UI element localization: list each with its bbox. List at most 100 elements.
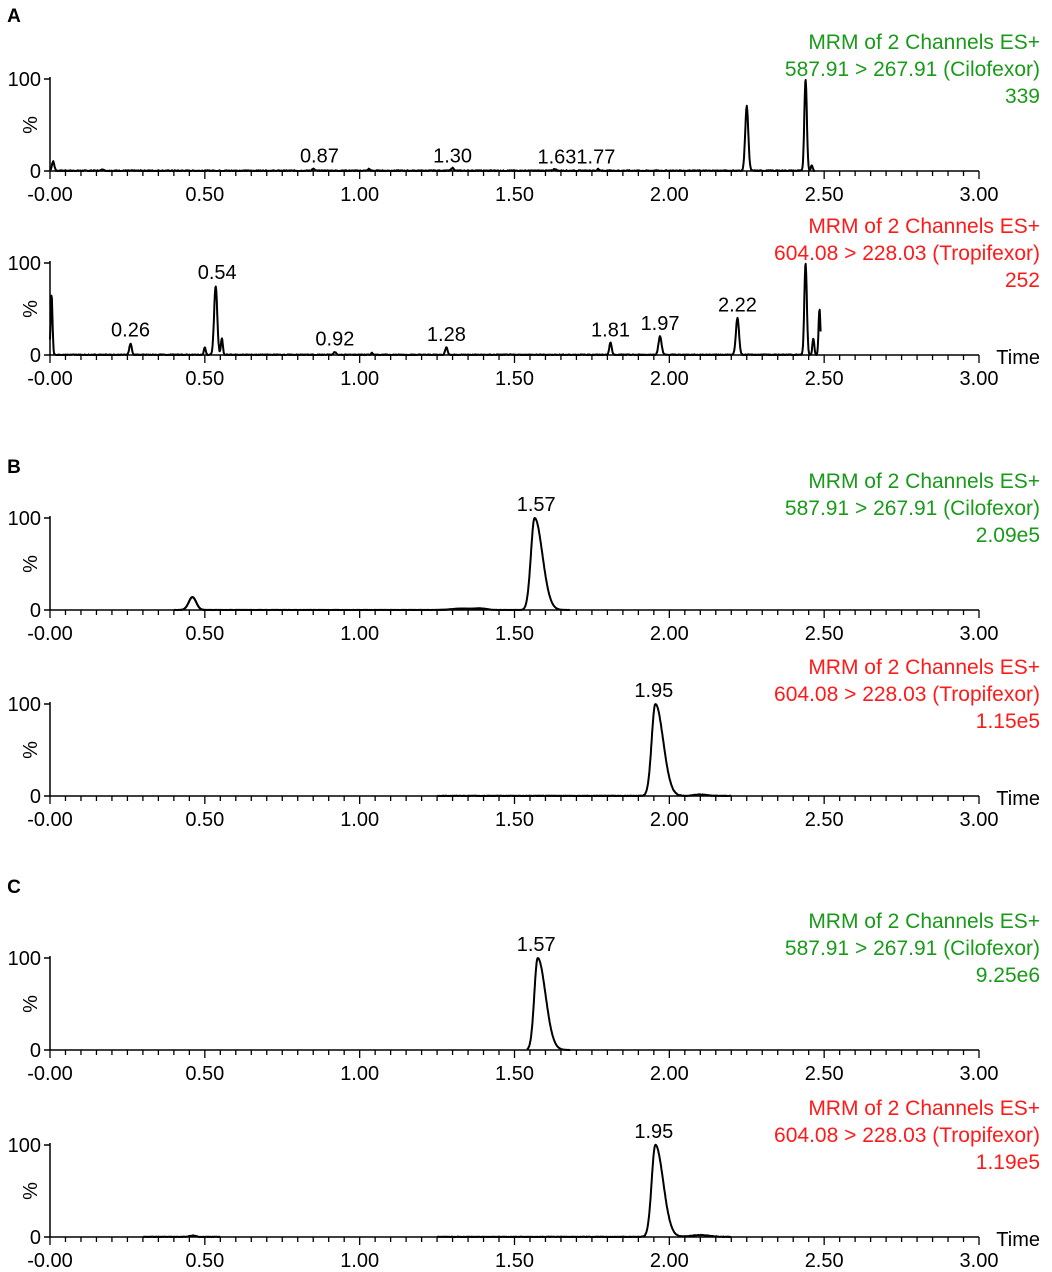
y-tick-label: 100 — [8, 694, 41, 716]
trace-header-line-3: 2.09e5 — [976, 524, 1040, 547]
y-axis-label: % — [20, 1182, 42, 1200]
x-tick-label: -0.00 — [27, 368, 73, 390]
trace-header-line-2: 604.08 > 228.03 (Tropifexor) — [774, 242, 1040, 265]
x-tick-label: -0.00 — [27, 809, 73, 831]
trace-header-line-2: 587.91 > 267.91 (Cilofexor) — [785, 58, 1040, 81]
x-tick-label: -0.00 — [27, 1250, 73, 1272]
peak-label: 0.87 — [300, 145, 339, 167]
peak-label: 1.95 — [634, 680, 673, 702]
trace-line-segment — [142, 1234, 221, 1238]
x-tick-label: 1.50 — [495, 368, 534, 390]
x-tick-label: 0.50 — [185, 809, 224, 831]
x-tick-label: 2.00 — [650, 1250, 689, 1272]
y-tick-label: 100 — [8, 69, 41, 91]
trace-line-segment — [173, 596, 206, 611]
x-tick-label: -0.00 — [27, 184, 73, 206]
peak-label: 1.57 — [517, 934, 556, 956]
trace-header-line-1: MRM of 2 Channels ES+ — [808, 1097, 1040, 1120]
trace-line-segment — [436, 607, 491, 611]
x-tick-label: 0.50 — [185, 623, 224, 645]
trace-header-line-1: MRM of 2 Channels ES+ — [808, 656, 1040, 679]
y-tick-label: 0 — [30, 786, 41, 808]
y-axis-label: % — [20, 116, 42, 134]
peak-label: 2.22 — [718, 294, 757, 316]
panel-letter-b: B — [7, 457, 21, 478]
peak-label: 1.97 — [641, 313, 680, 335]
panel-letter-c: C — [7, 877, 21, 898]
trace-line-main — [436, 703, 732, 797]
peak-label: 0.92 — [315, 328, 354, 350]
x-tick-label: 3.00 — [960, 1063, 999, 1085]
x-tick-label: 3.00 — [960, 184, 999, 206]
x-tick-label: 3.00 — [960, 368, 999, 390]
y-tick-label: 0 — [30, 161, 41, 183]
trace-header-line-2: 604.08 > 228.03 (Tropifexor) — [774, 683, 1040, 706]
x-tick-label: 2.50 — [805, 368, 844, 390]
x-tick-label: 0.50 — [185, 1063, 224, 1085]
trace-header-line-2: 587.91 > 267.91 (Cilofexor) — [785, 497, 1040, 520]
peak-label: 1.28 — [427, 324, 466, 346]
trace-header-line-1: MRM of 2 Channels ES+ — [808, 215, 1040, 238]
x-tick-label: 2.50 — [805, 1063, 844, 1085]
trace-header-line-3: 1.15e5 — [976, 710, 1040, 733]
y-tick-label: 100 — [8, 1135, 41, 1157]
x-tick-label: 2.50 — [805, 184, 844, 206]
x-tick-label: 1.00 — [340, 623, 379, 645]
x-tick-label: -0.00 — [27, 623, 73, 645]
y-tick-label: 0 — [30, 1227, 41, 1249]
x-tick-label: 0.50 — [185, 1250, 224, 1272]
trace-line-main — [436, 1143, 732, 1238]
peak-label: 1.631.77 — [538, 146, 616, 168]
x-tick-label: 1.00 — [340, 368, 379, 390]
trace-header-line-3: 339 — [1005, 85, 1040, 108]
y-tick-label: 100 — [8, 253, 41, 275]
trace-header-line-1: MRM of 2 Channels ES+ — [808, 910, 1040, 933]
x-axis-label-time: Time — [996, 347, 1040, 369]
trace-header-line-1: MRM of 2 Channels ES+ — [808, 31, 1040, 54]
peak-label: 1.95 — [634, 1121, 673, 1143]
peak-label: 1.81 — [591, 319, 630, 341]
x-tick-label: 0.50 — [185, 184, 224, 206]
x-tick-label: 2.00 — [650, 368, 689, 390]
peak-label: 0.54 — [198, 262, 237, 284]
y-axis-label: % — [20, 741, 42, 759]
trace-line-main — [526, 957, 571, 1051]
x-tick-label: 1.00 — [340, 1063, 379, 1085]
trace-line-main — [179, 517, 571, 611]
y-tick-label: 0 — [30, 1040, 41, 1062]
trace-header-line-3: 1.19e5 — [976, 1151, 1040, 1174]
panel-letter-a: A — [7, 6, 21, 27]
x-tick-label: 1.50 — [495, 184, 534, 206]
trace-line-main — [49, 262, 822, 356]
trace-header-line-2: 604.08 > 228.03 (Tropifexor) — [774, 1124, 1040, 1147]
trace-header-line-1: MRM of 2 Channels ES+ — [808, 470, 1040, 493]
x-tick-label: 2.50 — [805, 623, 844, 645]
trace-header-line-2: 587.91 > 267.91 (Cilofexor) — [785, 937, 1040, 960]
y-axis-label: % — [20, 555, 42, 573]
trace-line-main — [49, 79, 816, 172]
x-tick-label: 2.00 — [650, 809, 689, 831]
y-tick-label: 100 — [8, 948, 41, 970]
x-tick-label: 2.00 — [650, 1063, 689, 1085]
x-tick-label: 3.00 — [960, 1250, 999, 1272]
x-tick-label: 2.00 — [650, 184, 689, 206]
peak-label: 1.30 — [433, 145, 472, 167]
y-tick-label: 0 — [30, 600, 41, 622]
peak-label: 0.26 — [111, 319, 150, 341]
y-tick-label: 100 — [8, 508, 41, 530]
x-axis-label-time: Time — [996, 788, 1040, 810]
x-tick-label: 1.00 — [340, 1250, 379, 1272]
x-tick-label: -0.00 — [27, 1063, 73, 1085]
x-tick-label: 2.50 — [805, 809, 844, 831]
x-tick-label: 3.00 — [960, 623, 999, 645]
y-axis-label: % — [20, 995, 42, 1013]
x-tick-label: 1.50 — [495, 809, 534, 831]
x-tick-label: 2.50 — [805, 1250, 844, 1272]
x-axis-label-time: Time — [996, 1229, 1040, 1251]
x-tick-label: 1.50 — [495, 1250, 534, 1272]
y-axis-label: % — [20, 300, 42, 318]
x-tick-label: 3.00 — [960, 809, 999, 831]
x-tick-label: 1.00 — [340, 184, 379, 206]
x-tick-label: 0.50 — [185, 368, 224, 390]
